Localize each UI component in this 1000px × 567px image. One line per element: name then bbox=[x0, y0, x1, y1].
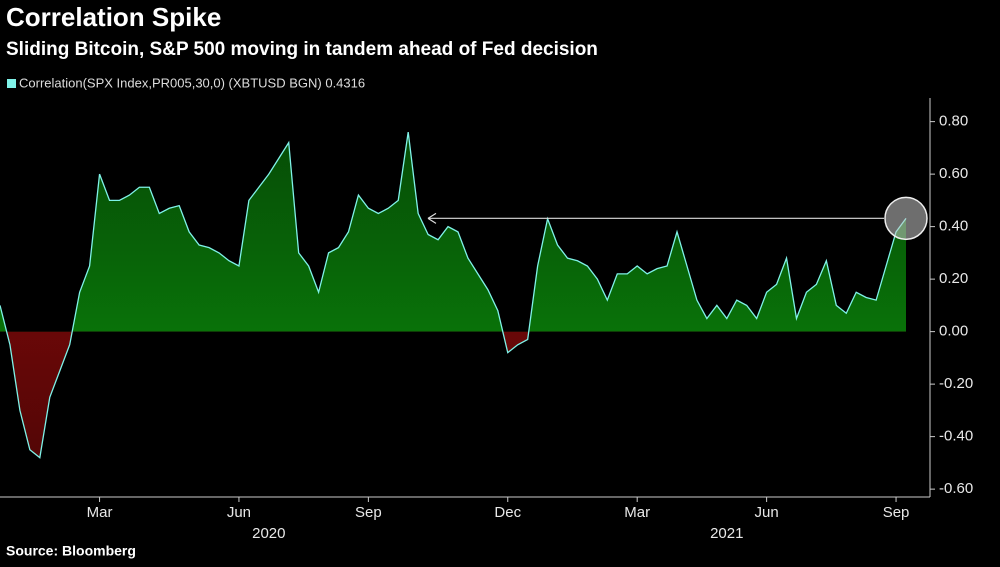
x-tick-label: Jun bbox=[227, 504, 251, 521]
x-tick-label: Jun bbox=[755, 504, 779, 521]
arrow-head bbox=[427, 212, 437, 224]
legend-label: Correlation(SPX Index,PR005,30,0) (XBTUS… bbox=[19, 75, 365, 90]
source-note: Source: Bloomberg bbox=[6, 543, 136, 559]
y-tick-label: -0.20 bbox=[939, 375, 973, 392]
x-year-label: 2021 bbox=[710, 525, 743, 542]
x-tick-label: Sep bbox=[355, 504, 382, 521]
y-tick-label: 0.40 bbox=[939, 218, 968, 235]
y-tick-label: 0.60 bbox=[939, 165, 968, 182]
series-line bbox=[0, 132, 907, 459]
x-tick-label: Mar bbox=[624, 504, 650, 521]
x-tick-label: Dec bbox=[494, 504, 521, 521]
y-tick-label: -0.40 bbox=[939, 428, 973, 445]
area-positive bbox=[0, 132, 906, 332]
x-tick-label: Mar bbox=[87, 504, 113, 521]
x-tick-label: Sep bbox=[883, 504, 910, 521]
y-tick-label: 0.20 bbox=[939, 270, 968, 287]
highlight-circle bbox=[884, 196, 928, 241]
x-year-label: 2020 bbox=[252, 525, 285, 542]
legend-swatch bbox=[7, 79, 16, 88]
chart-title: Correlation Spike bbox=[6, 2, 221, 32]
y-tick-label: -0.60 bbox=[939, 480, 973, 497]
y-tick-label: 0.80 bbox=[939, 113, 968, 130]
chart-subtitle: Sliding Bitcoin, S&P 500 moving in tande… bbox=[6, 39, 598, 60]
y-tick-label: 0.00 bbox=[939, 323, 968, 340]
